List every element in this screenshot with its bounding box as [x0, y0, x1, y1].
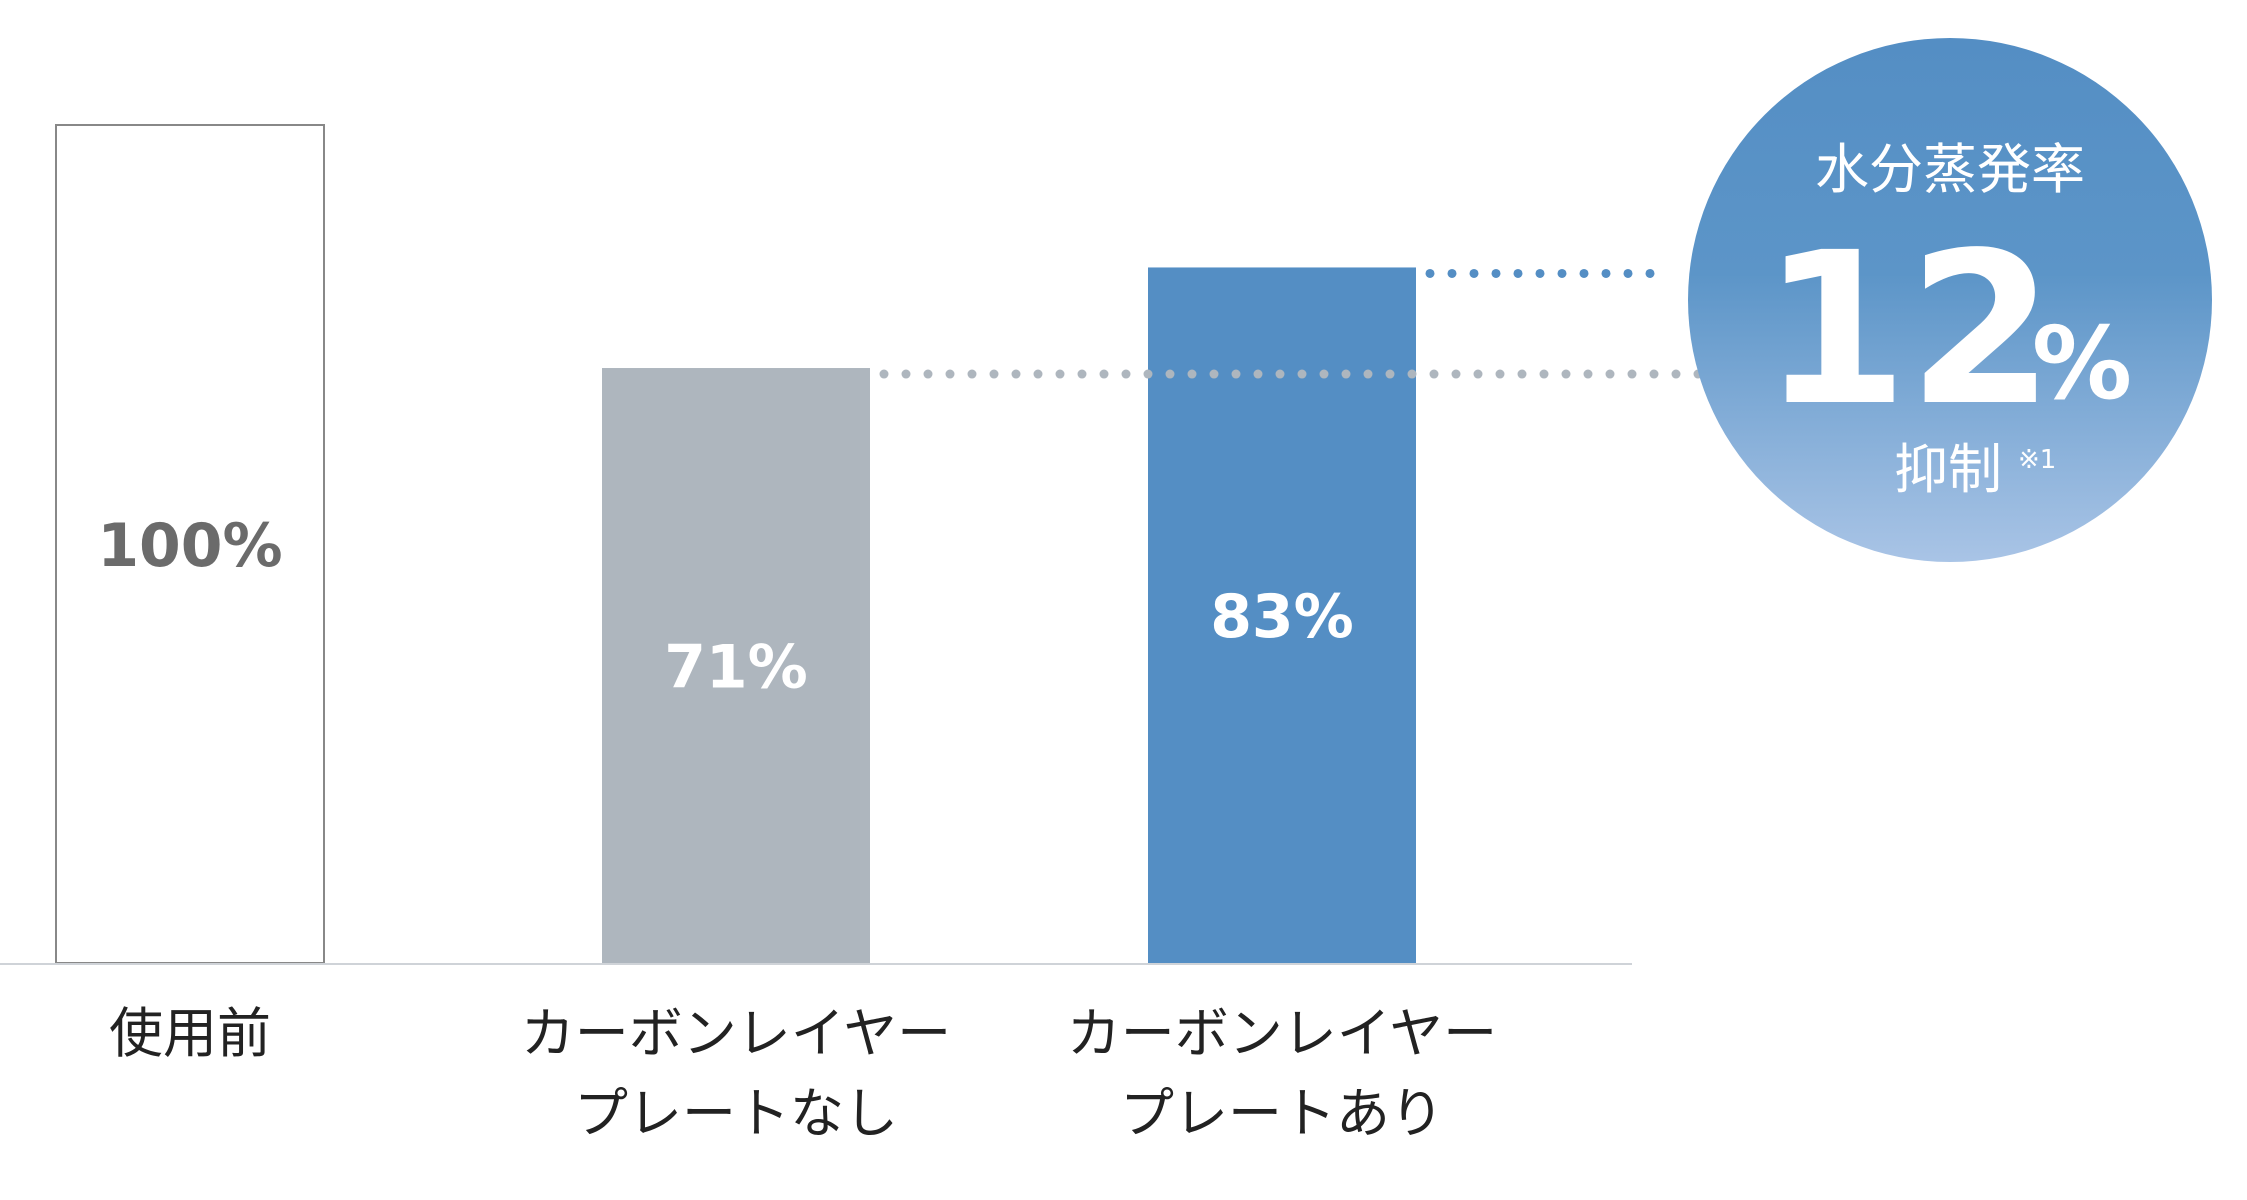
- guide-dot: [1121, 369, 1131, 379]
- guide-dot: [1209, 369, 1219, 379]
- guide-dot: [1165, 369, 1175, 379]
- guide-dot: [1605, 369, 1615, 379]
- badge-percent-unit: %: [2032, 305, 2132, 422]
- category-label: プレートなし: [574, 1082, 898, 1145]
- badge-footnote-mark: ※1: [2018, 445, 2056, 475]
- bar-without-plate: [602, 368, 870, 963]
- bar-with-plate: [1148, 267, 1416, 964]
- guide-dots-with-plate: [1425, 268, 1655, 278]
- guide-dot: [1275, 369, 1285, 379]
- guide-dot: [879, 369, 889, 379]
- guide-dot: [1143, 369, 1153, 379]
- guide-dot: [1583, 369, 1593, 379]
- guide-dot: [901, 369, 911, 379]
- guide-dot: [1451, 369, 1461, 379]
- guide-dot: [1535, 268, 1545, 278]
- value-labels-group: 100% 71% 83%: [97, 511, 1354, 703]
- guide-dot: [1385, 369, 1395, 379]
- guide-dot: [1645, 268, 1655, 278]
- guide-dot: [1513, 268, 1523, 278]
- guide-dot: [1491, 268, 1501, 278]
- badge-title: 水分蒸発率: [1815, 138, 2085, 201]
- badge-subtitle: 抑制: [1894, 438, 2002, 501]
- guide-dot: [1425, 268, 1435, 278]
- guide-dot: [1557, 268, 1567, 278]
- badge-circle: [1688, 38, 2212, 562]
- bar-before-use: [55, 124, 325, 964]
- badge-number: 12: [1762, 207, 2054, 452]
- guide-dot: [1623, 268, 1633, 278]
- guide-dot: [1297, 369, 1307, 379]
- guide-dot: [1495, 369, 1505, 379]
- guide-dot: [1429, 369, 1439, 379]
- guide-dot: [1671, 369, 1681, 379]
- guide-dot: [989, 369, 999, 379]
- guide-dot: [1099, 369, 1109, 379]
- guide-dot: [1579, 268, 1589, 278]
- guide-dot: [1077, 369, 1087, 379]
- guide-dot: [1473, 369, 1483, 379]
- category-label: カーボンレイヤー: [521, 1002, 951, 1065]
- guide-dot: [1517, 369, 1527, 379]
- guide-dot: [1011, 369, 1021, 379]
- category-label: プレートあり: [1120, 1082, 1444, 1145]
- guide-dot: [1407, 369, 1417, 379]
- guide-dot: [1649, 369, 1659, 379]
- bar-value-label: 100%: [97, 511, 282, 581]
- guide-dot: [1253, 369, 1263, 379]
- guide-dot: [1561, 369, 1571, 379]
- guide-dot: [1363, 369, 1373, 379]
- guide-dot: [1447, 268, 1457, 278]
- category-label: 使用前: [109, 1002, 271, 1065]
- guide-dot: [1055, 369, 1065, 379]
- guide-dot: [945, 369, 955, 379]
- guide-dot: [1627, 369, 1637, 379]
- guide-dots-without-plate: [879, 369, 1703, 379]
- guide-dot: [1187, 369, 1197, 379]
- guide-dot: [1469, 268, 1479, 278]
- bar-value-label: 83%: [1210, 582, 1354, 652]
- reduction-badge: 水分蒸発率 12 % 抑制 ※1: [1688, 38, 2212, 562]
- guide-dot: [967, 369, 977, 379]
- guide-dot: [1319, 369, 1329, 379]
- guide-dot: [1231, 369, 1241, 379]
- guide-dot: [1601, 268, 1611, 278]
- category-label: カーボンレイヤー: [1067, 1002, 1497, 1065]
- guide-dot: [1539, 369, 1549, 379]
- bars-group: [55, 124, 1416, 964]
- bar-value-label: 71%: [664, 633, 808, 703]
- guide-dots-group: [879, 268, 1703, 379]
- guide-dot: [923, 369, 933, 379]
- guide-dot: [1341, 369, 1351, 379]
- guide-dot: [1033, 369, 1043, 379]
